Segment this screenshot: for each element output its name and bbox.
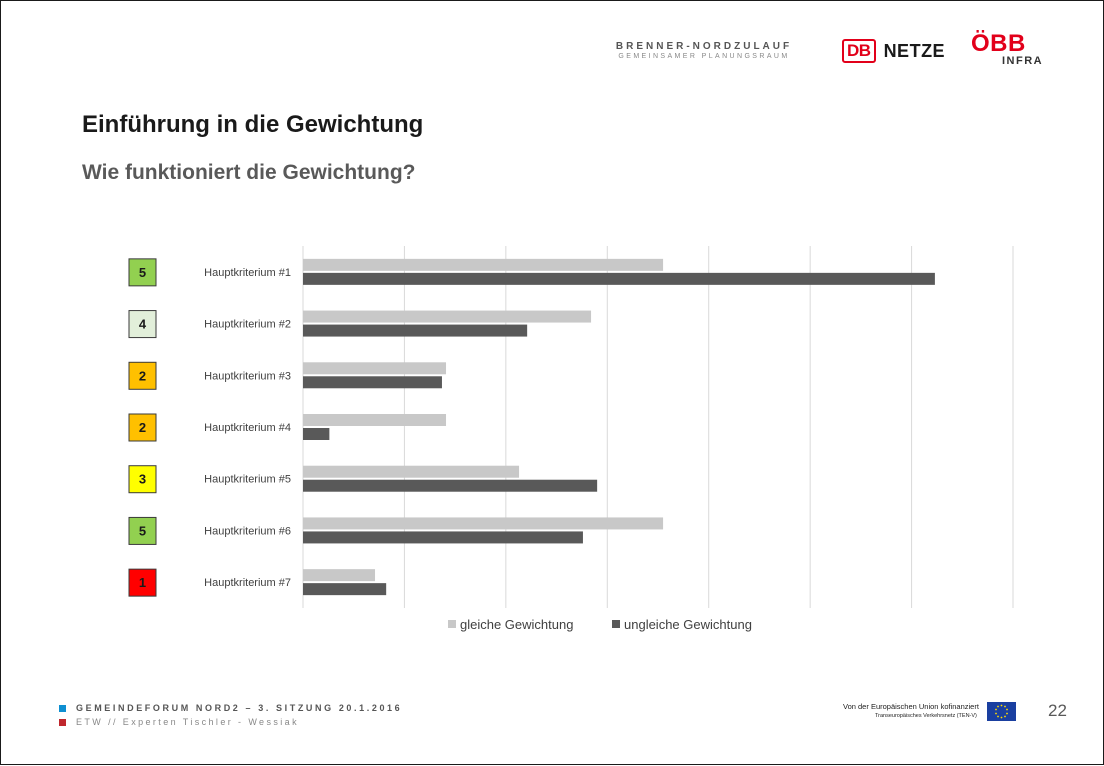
category-label: Hauptkriterium #4 [204,422,291,434]
db-logo-box: DB [842,39,876,63]
footer-authors: ETW // Experten Tischler - Wessiak [76,717,299,727]
db-netze-logo: DB NETZE [842,39,945,63]
weight-badge [128,465,157,494]
page-title: Einführung in die Gewichtung [82,111,424,138]
weight-value: 5 [139,523,146,538]
bar-gleiche [303,465,520,478]
bar-ungleiche [303,479,598,492]
legend-swatch-gleiche [448,620,456,628]
weight-badge [128,361,157,390]
weight-badge [128,310,157,339]
weight-value: 2 [139,420,146,435]
bar-gleiche [303,258,664,271]
bar-gleiche [303,310,592,323]
bar-gleiche [303,362,447,375]
legend-swatch-ungleiche [612,620,620,628]
eu-funding-line2: Transeuropäisches Verkehrsnetz (TEN-V) [875,713,977,719]
obb-wordmark: ÖBB [971,30,1026,57]
bar-ungleiche [303,583,387,596]
category-label: Hauptkriterium #2 [204,319,291,331]
brenner-title: BRENNER-NORDZULAUF [615,41,793,52]
category-label: Hauptkriterium #7 [204,577,291,589]
bar-ungleiche [303,428,330,440]
bar-ungleiche [303,272,935,285]
weight-value: 5 [139,265,146,280]
footer-blue-square-icon [59,704,66,712]
footer-red-square-icon [59,718,66,726]
page-number: 22 [1048,701,1067,720]
bar-ungleiche [303,531,583,544]
category-label: Hauptkriterium #1 [204,267,291,279]
weight-badge [128,413,157,442]
obb-infra-logo: ÖBB INFRA [971,30,1044,68]
footer-event: GEMEINDEFORUM NORD2 – 3. SITZUNG 20.1.20… [76,703,403,713]
bar-ungleiche [303,324,528,337]
weight-badge [128,258,157,287]
weight-value: 3 [139,472,146,487]
bar-gleiche [303,414,447,426]
category-label: Hauptkriterium #5 [204,474,291,486]
footer: GEMEINDEFORUM NORD2 – 3. SITZUNG 20.1.20… [59,701,402,729]
weight-value: 2 [139,368,146,383]
weight-value: 1 [139,575,146,590]
category-label: Hauptkriterium #6 [204,525,291,537]
bar-gleiche [303,517,664,530]
brenner-nordzulauf-logo: BRENNER-NORDZULAUF GEMEINSAMER PLANUNGSR… [589,41,819,60]
brenner-subtitle: GEMEINSAMER PLANUNGSRAUM [618,53,790,60]
obb-infra-label: INFRA [1002,55,1044,67]
eu-funding-line1: Von der Europäischen Union kofinanziert [843,702,979,711]
bar-gleiche [303,569,376,582]
legend-label-gleiche: gleiche Gewichtung [460,617,573,632]
eu-flag-icon [987,702,1016,721]
legend-label-ungleiche: ungleiche Gewichtung [624,617,752,632]
page-subtitle: Wie funktioniert die Gewichtung? [82,161,416,184]
netze-wordmark: NETZE [883,40,946,61]
weight-badge [128,568,157,597]
weight-badge [128,516,157,545]
bar-ungleiche [303,376,442,389]
weight-value: 4 [139,317,147,332]
category-label: Hauptkriterium #3 [204,370,291,382]
